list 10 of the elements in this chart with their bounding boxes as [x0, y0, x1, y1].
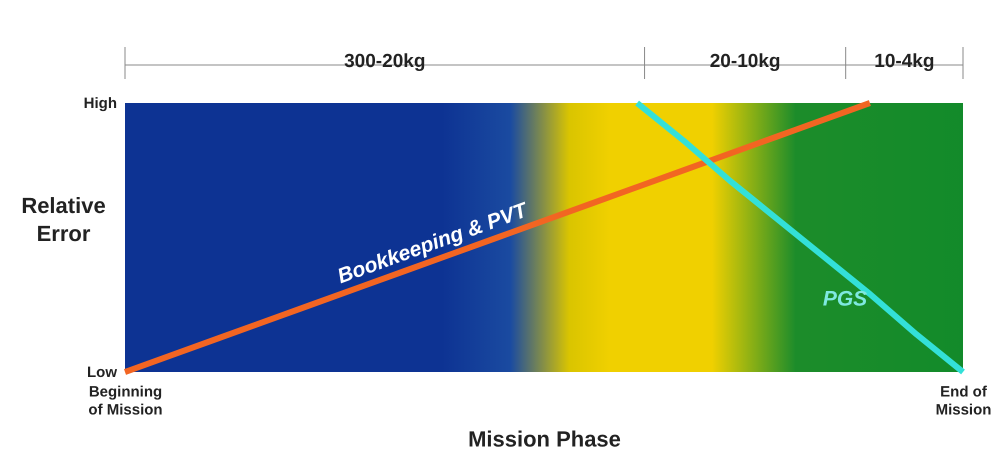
text: 20-10kg — [710, 51, 781, 72]
series-label: PGS — [822, 287, 868, 310]
text: 10-4kg — [874, 51, 934, 72]
x-axis-title: Mission Phase — [468, 426, 621, 452]
y-axis-title: Relative Error — [21, 193, 106, 246]
x-tick-label: End of Mission — [936, 384, 992, 418]
text: Low — [87, 364, 118, 381]
text: High — [84, 95, 117, 112]
text: 300-20kg — [344, 51, 426, 72]
x-tick-label: Beginning of Mission — [88, 384, 163, 418]
